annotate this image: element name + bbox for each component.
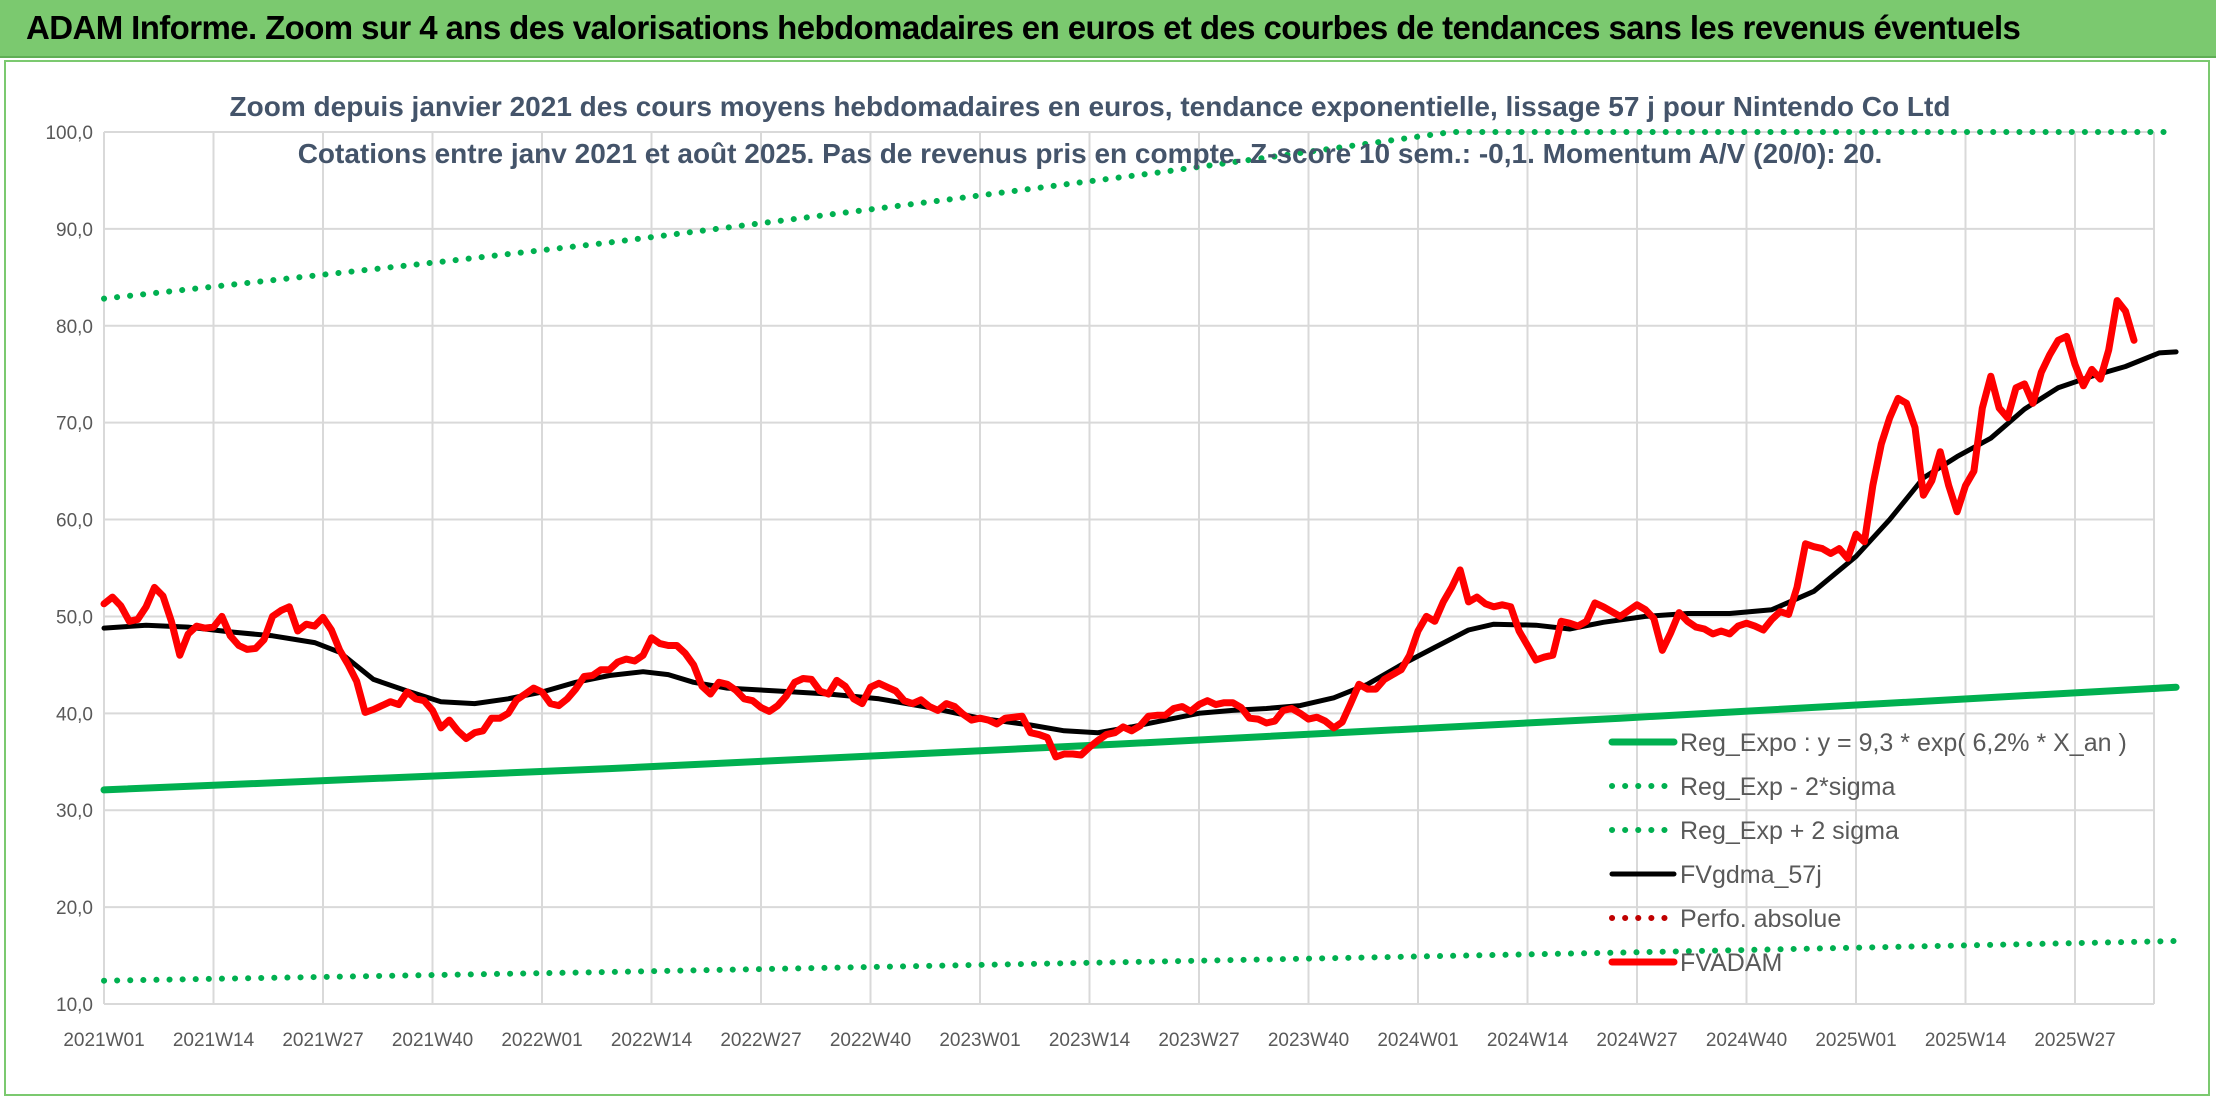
- grid-lines: [103, 131, 2155, 1005]
- series-line-reg-exp-2-sigma: [101, 938, 2180, 984]
- x-tick-label: 2022W40: [830, 1030, 911, 1051]
- x-tick-label: 2025W14: [1925, 1030, 2007, 1051]
- y-tick-label: 30,0: [56, 801, 93, 822]
- series-line-reg-exp-2-sigma: [101, 129, 2180, 302]
- x-tick-label: 2021W27: [282, 1030, 363, 1051]
- y-tick-label: 100,0: [45, 123, 93, 144]
- x-tick-label: 2021W40: [392, 1030, 473, 1051]
- x-tick-label: 2023W14: [1049, 1030, 1131, 1051]
- x-tick-label: 2021W01: [63, 1030, 144, 1051]
- legend-label-reg-exp-2-sigma: Reg_Exp - 2*sigma: [1680, 773, 1895, 801]
- x-tick-label: 2024W40: [1706, 1030, 1787, 1051]
- x-axis-tick-labels: 2021W01 2021W14 2021W27 2021W40 2022W01 2022W…: [63, 1030, 2115, 1051]
- y-tick-label: 20,0: [56, 898, 93, 919]
- legend-label-perfo-absolue: Perfo. absolue: [1680, 905, 1841, 933]
- x-tick-label: 2024W14: [1487, 1030, 1569, 1051]
- series-line-reg-expo-y-9-3-exp-6-2-x-an: [100, 683, 2180, 794]
- legend-label-fvadam: FVADAM: [1680, 949, 1782, 977]
- legend-label-reg-exp-2-sigma: Reg_Exp + 2 sigma: [1680, 817, 1899, 845]
- legend: Reg_Expo : y = 9,3 * exp( 6,2% * X_an ) R…: [1608, 729, 2127, 977]
- x-tick-label: 2023W27: [1158, 1030, 1239, 1051]
- x-tick-label: 2023W01: [939, 1030, 1020, 1051]
- x-tick-label: 2022W27: [720, 1030, 801, 1051]
- chart-title-line-1: Zoom depuis janvier 2021 des cours moyen…: [230, 91, 1951, 122]
- x-tick-label: 2025W01: [1815, 1030, 1896, 1051]
- x-tick-label: 2024W01: [1377, 1030, 1458, 1051]
- x-tick-label: 2022W01: [501, 1030, 582, 1051]
- x-tick-label: 2023W40: [1268, 1030, 1349, 1051]
- legend-label-fvgdma-57j: FVgdma_57j: [1680, 861, 1822, 889]
- report-title: ADAM Informe. Zoom sur 4 ans des valoris…: [26, 9, 2021, 46]
- report-banner: ADAM Informe. Zoom sur 4 ans des valoris…: [0, 0, 2216, 58]
- legend-label-reg-expo-y-9-3-exp-6-2-x-an: Reg_Expo : y = 9,3 * exp( 6,2% * X_an ): [1680, 729, 2127, 757]
- x-tick-label: 2022W14: [611, 1030, 693, 1051]
- y-tick-label: 10,0: [56, 995, 93, 1016]
- y-tick-label: 40,0: [56, 704, 93, 725]
- y-tick-label: 60,0: [56, 511, 93, 532]
- y-tick-label: 50,0: [56, 607, 93, 628]
- series-line-fvgdma-57j: [101, 349, 2179, 736]
- x-tick-label: 2021W14: [173, 1030, 255, 1051]
- chart-title: Zoom depuis janvier 2021 des cours moyen…: [230, 91, 1951, 169]
- x-tick-label: 2025W27: [2034, 1030, 2115, 1051]
- y-tick-label: 70,0: [56, 414, 93, 435]
- chart-frame: [4, 60, 2210, 1096]
- y-tick-label: 80,0: [56, 317, 93, 338]
- chart-title-line-2: Cotations entre janv 2021 et août 2025. …: [298, 138, 1883, 169]
- series-line-fvadam: [100, 297, 2138, 761]
- y-axis-tick-labels: 10,0 20,0 30,0 40,0 50,0 60,0 70,0 80,0 90,0 100,…: [45, 123, 93, 1016]
- series-lines: [100, 129, 2180, 984]
- y-tick-label: 90,0: [56, 220, 93, 241]
- x-tick-label: 2024W27: [1596, 1030, 1677, 1051]
